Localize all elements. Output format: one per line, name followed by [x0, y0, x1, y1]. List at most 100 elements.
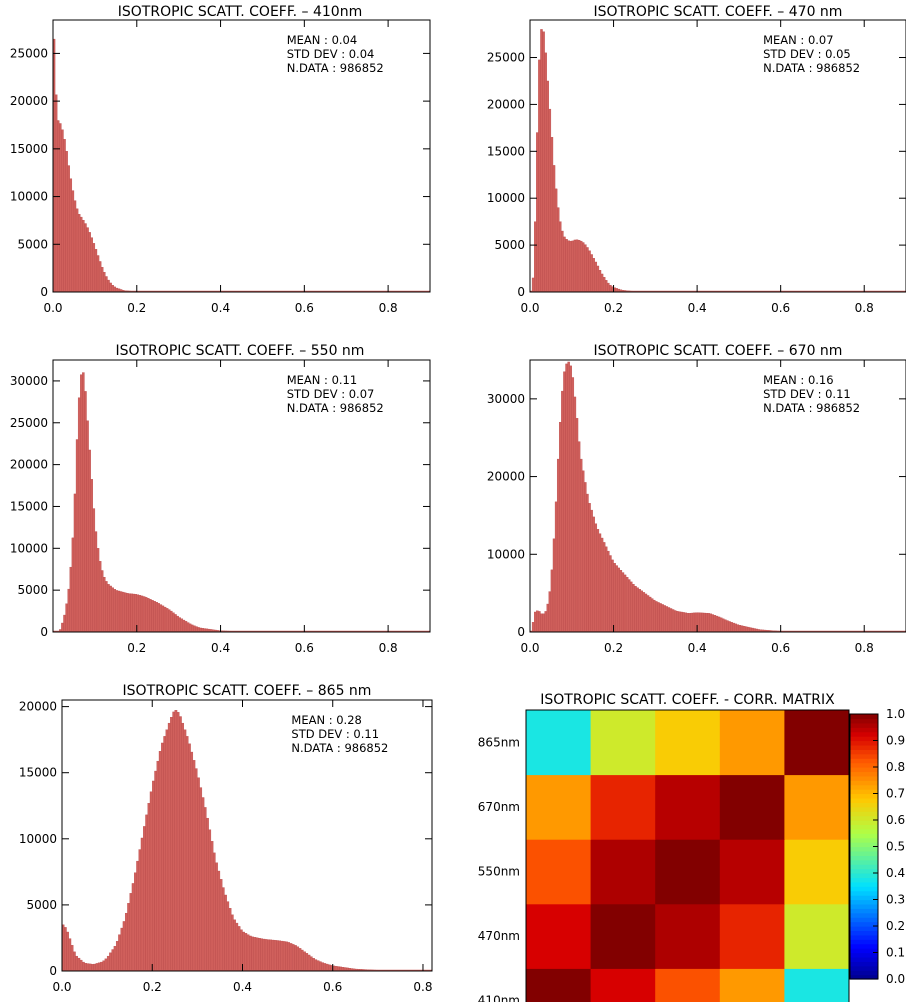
x-tick-label: 0.4 [688, 301, 707, 315]
histogram-bar [262, 938, 266, 972]
histogram-bar [630, 581, 633, 633]
colorbar-segment [850, 868, 878, 874]
histogram-bar [590, 509, 593, 633]
histogram-bar [646, 595, 650, 633]
histogram-bar [77, 214, 81, 293]
histogram-bar [197, 777, 200, 972]
histogram-bar [222, 887, 225, 972]
histogram-bar [118, 934, 121, 972]
histogram-bar [559, 421, 562, 633]
colorbar: 0.0 0.1 0.2 0.3 0.4 0.5 0.6 0.7 0.8 0.9 1.0 [849, 707, 905, 986]
histogram-bar [140, 837, 144, 972]
y-tick-label: 10000 [487, 191, 525, 205]
histogram-bar [671, 609, 675, 633]
histogram-bar [117, 590, 121, 633]
x-tick-label: 0.6 [323, 980, 342, 994]
histogram-bar [67, 165, 70, 293]
histogram-bar [594, 261, 598, 293]
histogram-bar [100, 570, 104, 633]
x-tick-label: 0.2 [604, 641, 623, 655]
histogram-bar [88, 232, 91, 293]
histogram-bar [586, 247, 589, 293]
colorbar-segment [850, 753, 878, 759]
histogram-bar [542, 613, 545, 633]
colorbar-segment [850, 727, 878, 733]
histogram-bar [563, 371, 566, 633]
colorbar-segment [850, 749, 878, 755]
histogram-bar [582, 242, 585, 293]
histogram-bar [151, 600, 154, 633]
heatmap-cell [526, 903, 592, 969]
histogram-bar [102, 960, 106, 972]
histogram-bar [713, 615, 717, 633]
histogram-bar [142, 596, 146, 633]
histogram-bar [66, 931, 69, 972]
histogram-bar [75, 955, 78, 972]
x-tick-label: 0.4 [688, 641, 707, 655]
colorbar-segment [850, 886, 878, 892]
histogram-bar [188, 743, 191, 972]
histogram-bar [154, 770, 157, 972]
histogram-bar [161, 605, 165, 633]
heatmap-cell [590, 903, 656, 969]
histogram-bar [607, 550, 610, 633]
histogram-bar [180, 618, 184, 633]
histogram-bar [567, 240, 570, 293]
histogram-bar [305, 953, 309, 972]
histogram-bar [676, 611, 679, 633]
histogram-bar [686, 612, 689, 633]
histogram-bar [153, 601, 156, 633]
y-tick-label: 25000 [10, 46, 48, 60]
histogram-bar [726, 620, 729, 633]
histogram-bar [140, 595, 144, 633]
histogram-bar [73, 493, 77, 633]
histogram-bar [705, 612, 708, 633]
colorbar-segment [850, 731, 878, 737]
histogram-bar [131, 883, 135, 972]
histogram-bar [113, 589, 117, 633]
colorbar-segment [850, 828, 878, 834]
heatmap-y-label: 550nm [478, 865, 520, 879]
colorbar-segment [850, 912, 878, 918]
histogram-bar [210, 841, 214, 972]
histogram-bars [61, 710, 424, 972]
colorbar-segment [850, 789, 878, 795]
heatmap-cell [590, 710, 656, 776]
x-tick-label: 0.2 [604, 301, 623, 315]
panel-title: ISOTROPIC SCATT. COEFF. – 865 nm [123, 683, 372, 699]
histogram-bar [280, 940, 284, 972]
heatmap-cell [719, 839, 785, 905]
histogram-bar [648, 596, 652, 633]
histogram-bar [287, 942, 291, 972]
histogram-bar [152, 780, 155, 972]
colorbar-segment [850, 939, 878, 945]
histogram-bar [296, 946, 300, 972]
y-tick-label: 0 [40, 285, 48, 299]
histogram-bar [598, 533, 602, 633]
histogram-bar [105, 276, 108, 293]
stat-line: STD DEV : 0.04 [287, 47, 375, 61]
histogram-bar [688, 613, 692, 633]
histogram-bar [155, 602, 158, 633]
y-tick-label: 15000 [10, 499, 48, 513]
histogram-bars [52, 38, 179, 293]
colorbar-segment [850, 797, 878, 803]
histogram-bar [579, 458, 583, 633]
histogram-bar [120, 927, 124, 972]
histogram-bar [303, 951, 306, 972]
histogram-bar [588, 503, 591, 633]
histogram-bar [602, 542, 606, 633]
heatmap-title: ISOTROPIC SCATT. COEFF. - CORR. MATRIX [540, 692, 835, 708]
histogram-bar [665, 606, 669, 633]
histogram-bar [249, 935, 252, 972]
histogram-bar [90, 237, 93, 293]
colorbar-segment [850, 895, 878, 901]
histogram-bar [165, 729, 169, 972]
histogram-bar [544, 52, 547, 293]
colorbar-segment [850, 846, 878, 852]
histogram-bar [258, 937, 261, 972]
histogram-bar [126, 593, 129, 633]
histogram-bar [623, 574, 627, 633]
histogram-bar [111, 587, 114, 633]
histogram-bar [69, 178, 73, 293]
